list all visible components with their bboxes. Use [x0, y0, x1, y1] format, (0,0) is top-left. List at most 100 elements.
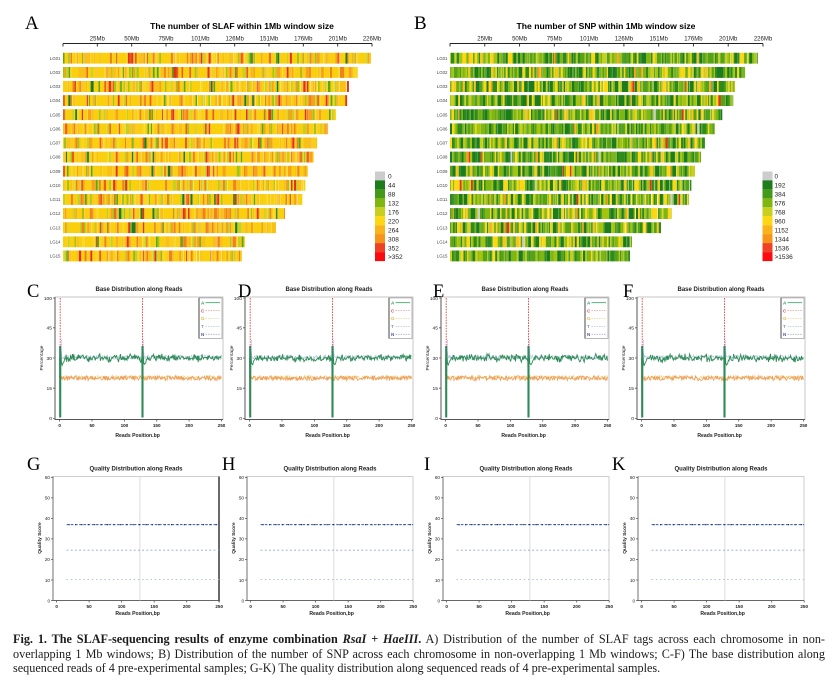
- svg-text:LG08: LG08: [50, 155, 61, 160]
- svg-text:A: A: [587, 300, 591, 305]
- svg-text:150: 150: [153, 423, 161, 428]
- svg-text:0: 0: [640, 423, 643, 428]
- svg-text:40: 40: [435, 516, 441, 521]
- svg-text:Base Distribution along Reads: Base Distribution along Reads: [677, 287, 765, 293]
- svg-text:45: 45: [433, 326, 439, 332]
- svg-text:LG01: LG01: [50, 56, 61, 61]
- svg-text:100: 100: [703, 423, 711, 428]
- svg-text:10: 10: [630, 578, 636, 583]
- svg-text:308: 308: [388, 236, 399, 243]
- svg-text:Quality Score: Quality Score: [427, 522, 433, 554]
- svg-text:50: 50: [477, 604, 483, 609]
- svg-text:T: T: [587, 324, 590, 329]
- svg-text:0: 0: [55, 604, 58, 609]
- svg-text:LG09: LG09: [50, 169, 61, 174]
- svg-text:30: 30: [237, 356, 243, 362]
- svg-text:200: 200: [768, 604, 776, 609]
- svg-text:Reads Position.bp: Reads Position.bp: [697, 433, 741, 439]
- svg-text:126Mb: 126Mb: [226, 37, 245, 43]
- svg-text:0: 0: [640, 604, 643, 609]
- svg-text:LG10: LG10: [50, 183, 61, 188]
- svg-text:100: 100: [118, 604, 126, 609]
- svg-text:150: 150: [150, 604, 158, 609]
- svg-text:30: 30: [239, 537, 245, 542]
- svg-text:G: G: [783, 316, 787, 321]
- svg-text:Quality Score: Quality Score: [231, 522, 237, 554]
- svg-text:151Mb: 151Mb: [650, 37, 669, 43]
- svg-text:150: 150: [540, 604, 548, 609]
- svg-text:20: 20: [435, 557, 441, 562]
- svg-text:0: 0: [241, 598, 244, 603]
- svg-text:30: 30: [47, 356, 53, 362]
- svg-text:Quality Score: Quality Score: [622, 522, 628, 554]
- svg-text:Quality Distribution along Rea: Quality Distribution along Reads: [479, 467, 573, 473]
- svg-text:100: 100: [44, 296, 52, 302]
- svg-text:50: 50: [671, 423, 677, 428]
- svg-text:LG06: LG06: [50, 126, 61, 131]
- svg-text:The number of SNP within 1Mb w: The number of SNP within 1Mb window size: [517, 21, 696, 31]
- svg-text:T: T: [391, 324, 394, 329]
- svg-text:101Mb: 101Mb: [580, 37, 599, 43]
- svg-text:50Mb: 50Mb: [124, 37, 140, 43]
- svg-text:The number of SLAF within 1Mb: The number of SLAF within 1Mb window siz…: [150, 21, 334, 31]
- svg-text:Reads Position,bp: Reads Position,bp: [700, 611, 744, 617]
- svg-text:60: 60: [435, 475, 441, 480]
- svg-text:10: 10: [45, 578, 51, 583]
- svg-text:N: N: [201, 332, 205, 337]
- svg-text:226Mb: 226Mb: [363, 37, 382, 43]
- svg-text:0: 0: [47, 598, 50, 603]
- svg-text:LG11: LG11: [437, 197, 448, 202]
- svg-text:200: 200: [573, 604, 581, 609]
- svg-text:250: 250: [800, 604, 808, 609]
- svg-text:Percentage: Percentage: [229, 345, 235, 370]
- svg-text:Quality Distribution along Rea: Quality Distribution along Reads: [283, 467, 377, 473]
- svg-text:LG13: LG13: [50, 225, 61, 230]
- svg-text:0: 0: [388, 174, 392, 181]
- svg-text:200: 200: [571, 423, 579, 428]
- svg-text:15: 15: [237, 386, 243, 392]
- svg-text:40: 40: [239, 516, 245, 521]
- svg-text:50: 50: [630, 496, 636, 501]
- svg-text:G: G: [27, 455, 40, 475]
- svg-text:50: 50: [89, 423, 95, 428]
- svg-text:1152: 1152: [775, 227, 789, 234]
- svg-text:C: C: [391, 308, 395, 313]
- svg-text:N: N: [783, 332, 787, 337]
- svg-text:201Mb: 201Mb: [329, 37, 348, 43]
- svg-text:100: 100: [311, 423, 319, 428]
- svg-text:250: 250: [408, 423, 416, 428]
- svg-text:N: N: [391, 332, 395, 337]
- svg-text:50: 50: [239, 496, 245, 501]
- svg-text:LG01: LG01: [437, 56, 448, 61]
- svg-text:250: 250: [409, 604, 417, 609]
- svg-text:768: 768: [775, 210, 786, 217]
- svg-text:384: 384: [775, 192, 786, 199]
- svg-text:200: 200: [375, 423, 383, 428]
- svg-text:LG08: LG08: [437, 155, 448, 160]
- svg-text:I: I: [424, 455, 430, 475]
- svg-text:176Mb: 176Mb: [684, 37, 703, 43]
- svg-text:0: 0: [437, 598, 440, 603]
- svg-text:Base Distribution along Reads: Base Distribution along Reads: [285, 287, 373, 293]
- svg-text:30: 30: [45, 537, 51, 542]
- svg-text:C: C: [201, 308, 205, 313]
- svg-text:Reads Position,bp: Reads Position,bp: [115, 611, 159, 617]
- svg-text:50: 50: [281, 604, 287, 609]
- svg-text:100: 100: [626, 296, 634, 302]
- svg-text:50: 50: [672, 604, 678, 609]
- svg-text:15: 15: [629, 386, 635, 392]
- svg-text:LG06: LG06: [437, 126, 448, 131]
- svg-text:LG09: LG09: [437, 169, 448, 174]
- svg-text:75Mb: 75Mb: [547, 37, 563, 43]
- svg-text:60: 60: [45, 475, 51, 480]
- svg-text:25Mb: 25Mb: [477, 37, 493, 43]
- svg-text:0: 0: [249, 604, 252, 609]
- svg-text:25Mb: 25Mb: [90, 37, 106, 43]
- svg-text:Quality Distribution along Rea: Quality Distribution along Reads: [674, 467, 768, 473]
- svg-text:192: 192: [775, 183, 786, 190]
- svg-text:LG02: LG02: [437, 70, 448, 75]
- svg-text:LG05: LG05: [50, 112, 61, 117]
- svg-text:44: 44: [388, 183, 396, 190]
- svg-text:150: 150: [735, 423, 743, 428]
- svg-text:150: 150: [343, 423, 351, 428]
